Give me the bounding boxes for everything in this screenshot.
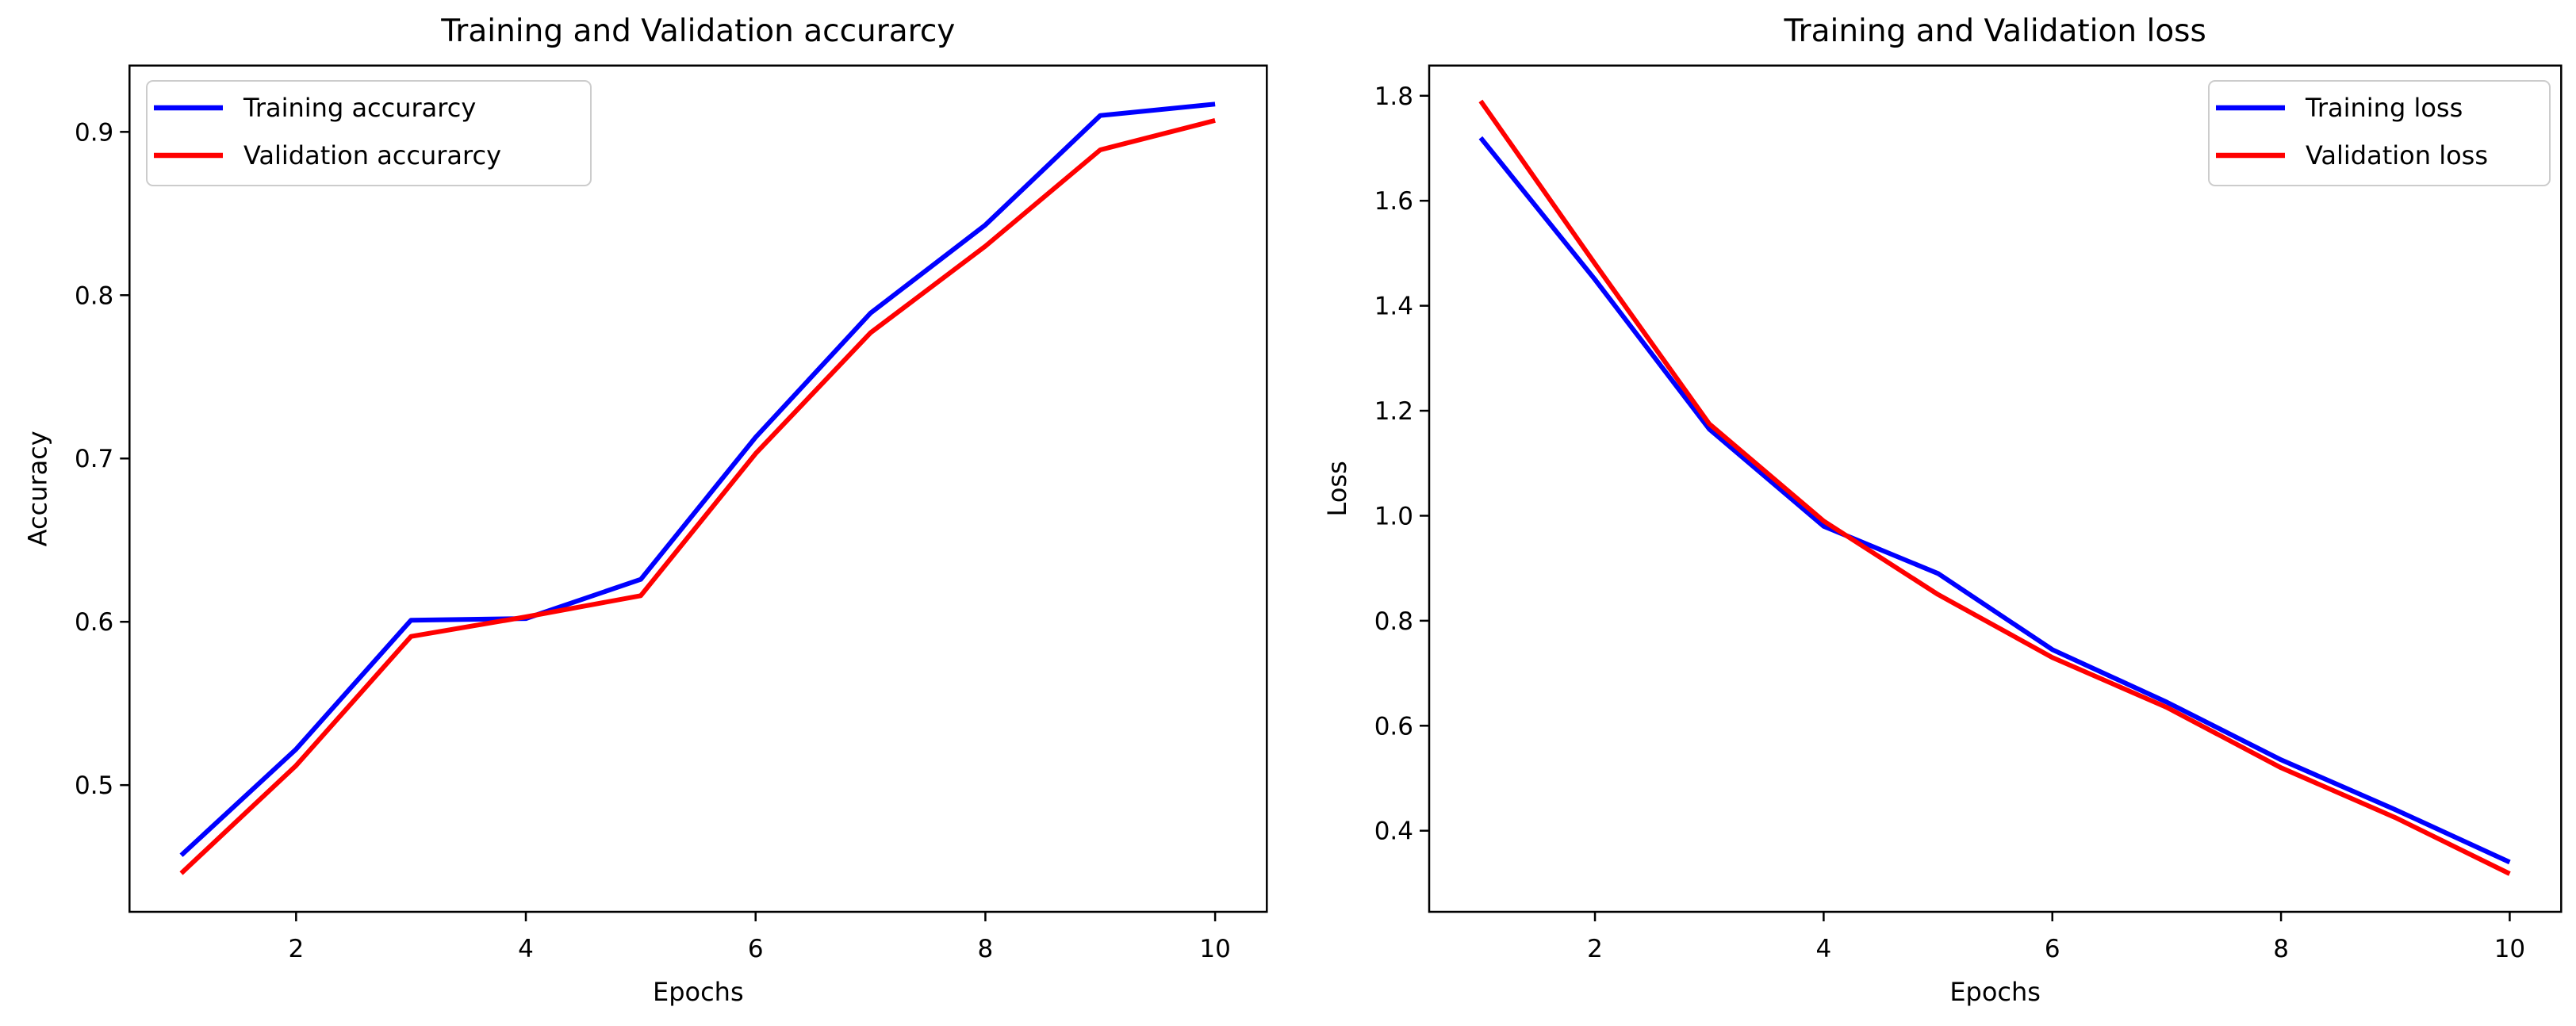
y-tick-label: 0.5 <box>75 771 113 800</box>
training-accurarcy-line <box>179 101 1216 857</box>
y-tick-label: 0.4 <box>1374 817 1413 846</box>
y-tick-label: 0.6 <box>1374 712 1413 741</box>
y-tick-label: 0.8 <box>1374 607 1413 636</box>
y-tick-label: 0.6 <box>75 608 113 637</box>
training-and-validation-accurarcy-chart: 2 4 6 8 10 0.5 0.6 0.7 0.8 0.9 Training and Valida… <box>22 13 1268 1007</box>
training-and-validation-loss-chart: 2 4 6 8 10 0.4 0.6 0.8 1.0 1.2 1.4 1.6 1.8 Training a… <box>1322 13 2563 1007</box>
y-tick-label: 0.7 <box>75 445 113 473</box>
y-tick-label: 1.2 <box>1374 397 1413 426</box>
x-tick-label: 6 <box>748 935 764 963</box>
chart-title: Training and Validation loss <box>1783 13 2206 49</box>
x-axis-label: Epochs <box>653 977 744 1007</box>
validation-loss-line <box>1478 99 2511 876</box>
legend-label: Validation accurarcy <box>243 140 501 170</box>
legend-box <box>2208 80 2551 186</box>
legend-box <box>146 80 592 186</box>
x-tick-label: 8 <box>978 935 994 963</box>
chart-title: Training and Validation accurarcy <box>440 13 955 49</box>
y-tick-label: 1.6 <box>1374 187 1413 216</box>
legend: Training loss Validation loss <box>2208 80 2551 186</box>
y-tick-label: 1.0 <box>1374 502 1413 530</box>
y-tick-label: 1.8 <box>1374 82 1413 111</box>
x-tick-label: 2 <box>1587 935 1603 963</box>
x-tick-label: 4 <box>518 935 534 963</box>
legend-label: Validation loss <box>2306 140 2488 170</box>
axes-frame <box>1428 64 2563 913</box>
y-axis-label: Loss <box>1322 461 1352 516</box>
training-loss-line <box>1478 136 2511 865</box>
y-tick-label: 1.4 <box>1374 293 1413 321</box>
legend: Training accurarcy Validation accurarcy <box>146 80 592 186</box>
x-axis-label: Epochs <box>1949 977 2041 1007</box>
y-tick-label: 0.8 <box>75 281 113 310</box>
x-tick-label: 2 <box>288 935 304 963</box>
validation-accurarcy-line <box>179 117 1216 875</box>
x-tick-label: 10 <box>2494 935 2525 963</box>
legend-label: Training accurarcy <box>243 93 476 123</box>
y-tick-label: 0.9 <box>75 118 113 147</box>
x-tick-label: 8 <box>2273 935 2289 963</box>
y-axis-label: Accuracy <box>22 431 52 546</box>
axes-frame <box>128 64 1268 913</box>
x-tick-label: 10 <box>1199 935 1230 963</box>
legend-label: Training loss <box>2305 93 2463 123</box>
x-tick-label: 6 <box>2045 935 2060 963</box>
x-tick-label: 4 <box>1816 935 1832 963</box>
